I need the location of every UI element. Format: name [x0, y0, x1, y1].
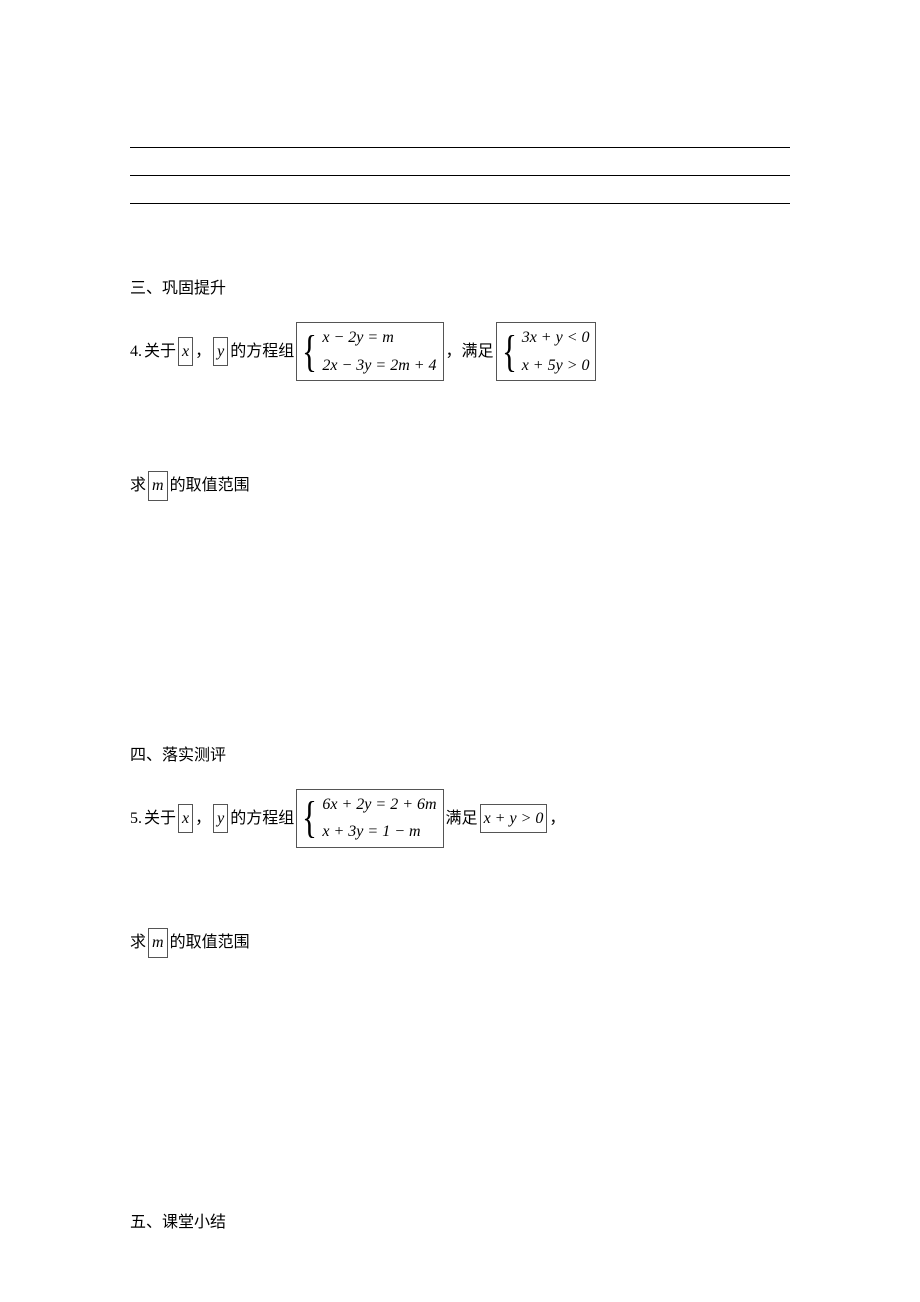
equation-line: x + 3y = 1 − m: [322, 819, 436, 845]
equation-line: 3x + y < 0: [522, 325, 590, 351]
equation-line: 2x − 3y = 2m + 4: [322, 353, 436, 379]
problem-5-statement: 5. 关于 x ， y 的方程组 { 6x + 2y = 2 + 6m x + …: [130, 789, 790, 848]
equation-lines: 3x + y < 0 x + 5y > 0: [522, 325, 590, 378]
text-fragment: 满足: [446, 806, 478, 832]
problem-4: 4. 关于 x ， y 的方程组 { x − 2y = m 2x − 3y = …: [130, 322, 790, 501]
text-fragment: 的方程组: [230, 339, 294, 365]
problem-4-statement: 4. 关于 x ， y 的方程组 { x − 2y = m 2x − 3y = …: [130, 322, 790, 381]
text-fragment: 关于: [144, 339, 176, 365]
text-fragment: ，: [195, 339, 211, 365]
blank-line: [130, 120, 790, 148]
variable-y-box: y: [213, 337, 228, 367]
inequality-system-1: { 3x + y < 0 x + 5y > 0: [496, 322, 597, 381]
blank-line: [130, 176, 790, 204]
blank-answer-lines: [130, 120, 790, 204]
condition-box: x + y > 0: [480, 804, 548, 834]
text-fragment: ，: [549, 806, 565, 832]
left-brace-icon: {: [302, 330, 317, 374]
variable-m-box: m: [148, 928, 168, 958]
section-4-heading: 四、落实测评: [130, 741, 790, 765]
problem-5: 5. 关于 x ， y 的方程组 { 6x + 2y = 2 + 6m x + …: [130, 789, 790, 958]
variable-x-box: x: [178, 337, 193, 367]
text-fragment: 求: [130, 473, 146, 499]
problem-4-subquestion: 求 m 的取值范围: [130, 471, 790, 501]
equation-line: x + 5y > 0: [522, 353, 590, 379]
text-fragment: ，: [195, 806, 211, 832]
equation-lines: 6x + 2y = 2 + 6m x + 3y = 1 − m: [322, 792, 436, 845]
left-brace-icon: {: [502, 330, 517, 374]
problem-number: 4.: [130, 339, 142, 365]
text-fragment: 的取值范围: [170, 930, 250, 956]
problem-5-subquestion: 求 m 的取值范围: [130, 928, 790, 958]
text-fragment: 求: [130, 930, 146, 956]
blank-line: [130, 148, 790, 176]
variable-y-box: y: [213, 804, 228, 834]
equation-system-1: { x − 2y = m 2x − 3y = 2m + 4: [296, 322, 443, 381]
problem-number: 5.: [130, 806, 142, 832]
section-5-heading: 五、课堂小结: [130, 1208, 790, 1232]
text-fragment: ，满足: [446, 339, 494, 365]
equation-system-2: { 6x + 2y = 2 + 6m x + 3y = 1 − m: [296, 789, 443, 848]
text-fragment: 的取值范围: [170, 473, 250, 499]
equation-lines: x − 2y = m 2x − 3y = 2m + 4: [322, 325, 436, 378]
variable-m-box: m: [148, 471, 168, 501]
equation-line: 6x + 2y = 2 + 6m: [322, 792, 436, 818]
equation-line: x − 2y = m: [322, 325, 436, 351]
variable-x-box: x: [178, 804, 193, 834]
section-3-heading: 三、巩固提升: [130, 274, 790, 298]
text-fragment: 关于: [144, 806, 176, 832]
left-brace-icon: {: [302, 796, 317, 840]
text-fragment: 的方程组: [230, 806, 294, 832]
